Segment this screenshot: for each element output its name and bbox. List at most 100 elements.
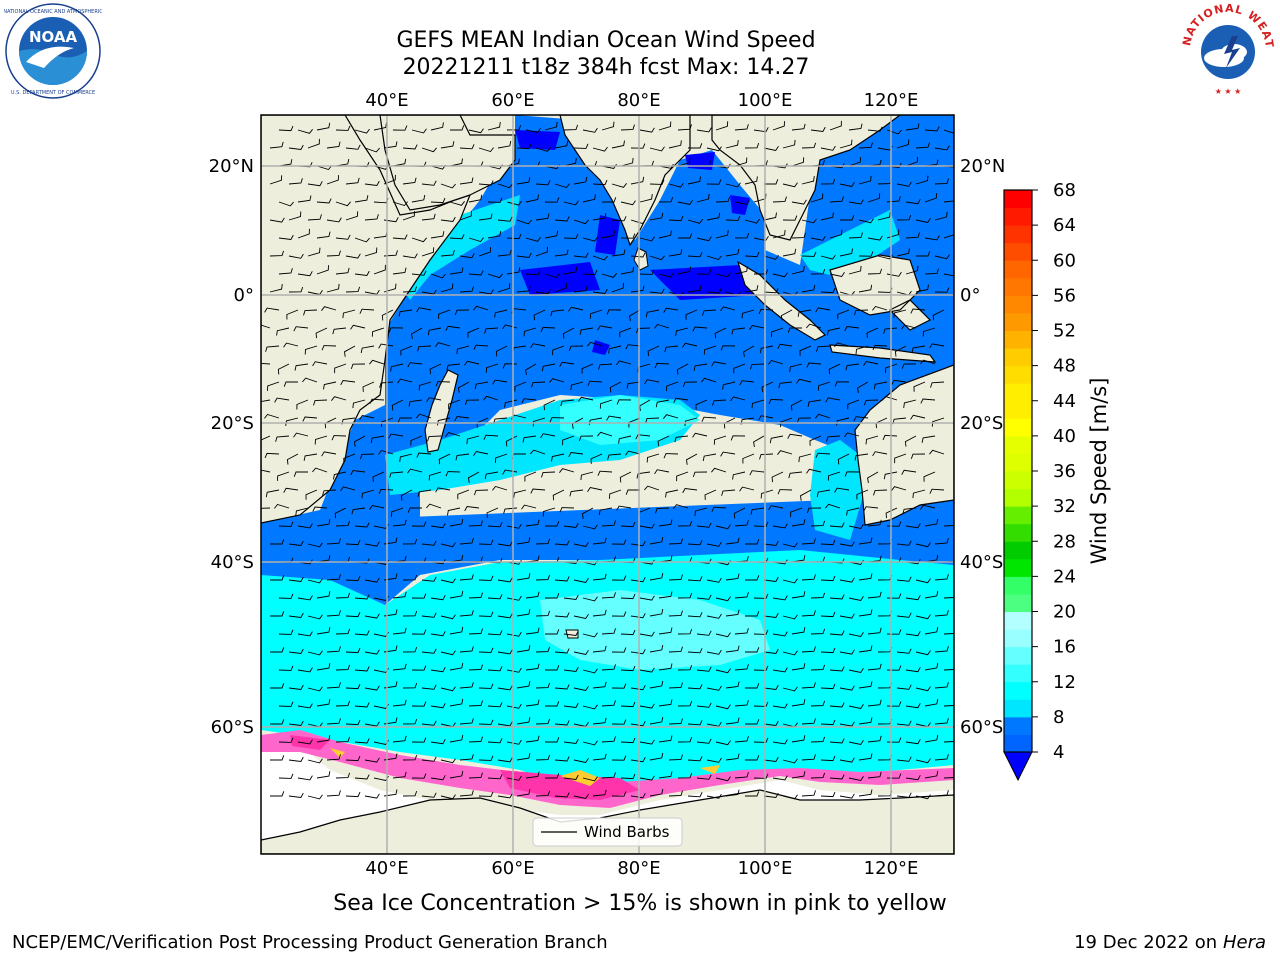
wind-barb xyxy=(639,236,655,242)
wind-barb xyxy=(563,666,579,672)
wind-barb xyxy=(924,268,939,275)
wind-barb xyxy=(402,682,418,689)
wind-barb xyxy=(649,179,665,185)
wind-barb xyxy=(611,140,625,149)
wind-barb xyxy=(364,757,380,763)
wind-barb xyxy=(478,683,494,689)
wind-barb xyxy=(514,381,527,392)
wind-barb xyxy=(834,381,850,387)
wind-barb xyxy=(839,182,855,188)
wind-barb xyxy=(543,399,556,411)
wind-barb xyxy=(449,626,464,635)
wind-barb xyxy=(734,592,749,599)
wind-barb xyxy=(535,147,551,152)
wind-barb xyxy=(288,540,304,546)
lon-tick-bottom: 100°E xyxy=(738,858,793,879)
colorbar-bin xyxy=(1004,523,1032,542)
wind-barb xyxy=(744,176,758,185)
wind-barb xyxy=(440,650,456,656)
wind-barb xyxy=(335,125,351,131)
wind-barb xyxy=(449,234,465,240)
wind-barb xyxy=(901,324,917,330)
wind-barb xyxy=(554,576,570,582)
australia-land xyxy=(854,364,954,526)
wind-barb xyxy=(582,524,598,530)
wind-barb xyxy=(896,139,910,149)
wind-barb xyxy=(269,217,285,223)
wind-barb xyxy=(772,739,788,745)
wind-barb xyxy=(883,327,898,334)
wind-barb xyxy=(344,345,356,357)
wind-barb xyxy=(796,417,812,424)
wind-barb xyxy=(692,326,708,332)
wind-barb xyxy=(331,435,347,441)
wind-barb xyxy=(696,522,712,528)
wind-barb xyxy=(696,666,712,672)
wind-barb xyxy=(296,399,309,410)
colorbar-bin xyxy=(1004,330,1032,349)
wind-barb xyxy=(924,662,939,671)
wind-barb xyxy=(303,453,318,461)
wind-barb xyxy=(753,127,769,133)
wind-barb xyxy=(288,792,304,798)
wind-barb xyxy=(744,218,760,224)
wind-barb xyxy=(677,772,693,779)
wind-barb xyxy=(345,719,361,726)
wind-barb xyxy=(388,433,404,439)
wind-barb xyxy=(554,540,570,546)
wind-barb xyxy=(427,435,442,442)
wind-barb xyxy=(820,254,836,260)
wind-barb xyxy=(429,363,442,375)
wind-barb xyxy=(611,539,627,545)
wind-barb xyxy=(772,667,788,673)
wind-barb xyxy=(307,214,322,221)
wind-barb xyxy=(270,575,285,581)
wind-barb xyxy=(473,489,489,496)
wind-barb xyxy=(734,266,748,275)
wind-barb xyxy=(771,327,784,337)
wind-barb xyxy=(834,487,850,493)
wind-barb xyxy=(506,233,522,240)
wind-barb xyxy=(354,774,370,780)
wind-barb xyxy=(383,717,398,725)
wind-barb xyxy=(270,791,285,797)
colorbar-tick-label: 8 xyxy=(1053,707,1064,728)
wind-barb xyxy=(923,471,936,482)
wind-barb xyxy=(497,216,513,222)
wind-barb xyxy=(725,537,740,545)
wind-barb xyxy=(516,143,532,150)
wind-barb xyxy=(630,541,646,547)
wind-barb xyxy=(863,360,879,366)
wind-barb xyxy=(658,771,673,779)
wind-barb xyxy=(440,578,456,584)
wind-barb xyxy=(809,435,822,446)
wind-barb xyxy=(686,453,698,465)
wind-barb xyxy=(611,282,624,293)
wind-barb xyxy=(334,363,347,374)
wind-barb xyxy=(335,628,351,635)
wind-barb xyxy=(668,182,684,188)
wind-barb xyxy=(545,773,560,779)
wind-barb xyxy=(616,360,632,366)
wind-barb xyxy=(331,396,347,401)
wind-barb xyxy=(288,684,304,690)
wind-barb xyxy=(335,700,351,707)
wind-barb xyxy=(464,399,480,406)
wind-barb xyxy=(592,753,607,761)
wind-barb xyxy=(369,398,385,404)
wind-barb xyxy=(601,664,616,671)
wind-barb xyxy=(839,757,855,763)
wind-barb xyxy=(901,363,916,369)
wind-barb xyxy=(391,399,404,411)
se-asia-land xyxy=(711,115,901,241)
wind-barb xyxy=(350,470,366,476)
wind-barb xyxy=(768,505,784,511)
wind-barb xyxy=(839,541,855,547)
wind-barb xyxy=(934,178,949,185)
wind-barb xyxy=(829,666,845,672)
wind-barb xyxy=(351,507,366,515)
wind-barb xyxy=(264,307,280,313)
wind-barb xyxy=(820,539,836,546)
wind-barb xyxy=(307,650,323,656)
wind-barb xyxy=(314,435,328,445)
